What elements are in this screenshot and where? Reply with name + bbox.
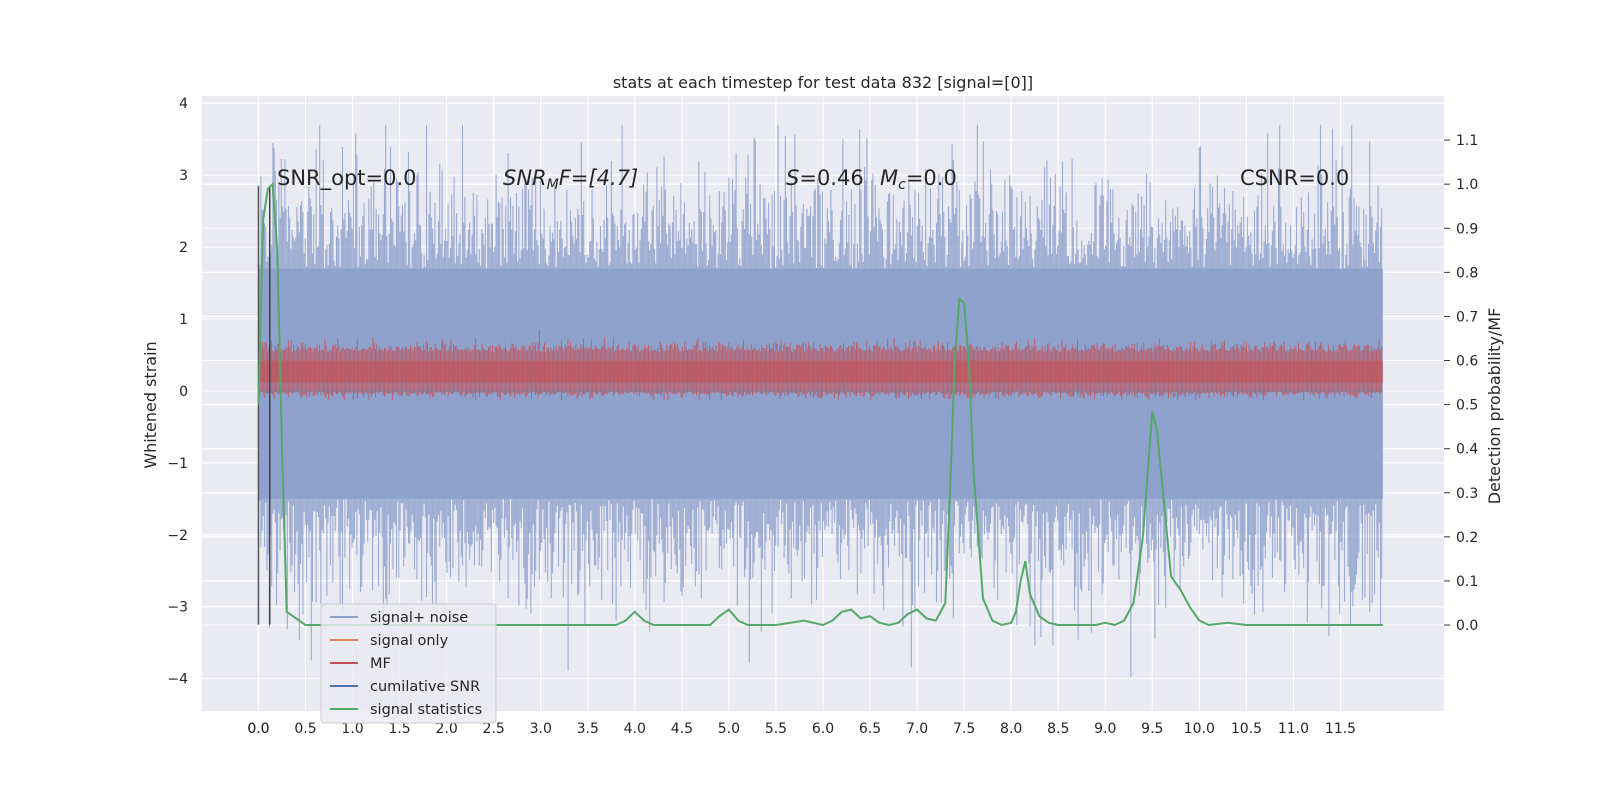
x-tick-label: 0.0 bbox=[247, 721, 269, 737]
chart-title: stats at each timestep for test data 832… bbox=[613, 73, 1033, 92]
annotation-snr-mf-sub: M bbox=[547, 177, 559, 193]
x-tick-label: 2.5 bbox=[483, 721, 505, 737]
legend-label: signal only bbox=[370, 633, 449, 649]
signal-statistics-series bbox=[257, 182, 1383, 627]
annotation-snr-opt: SNR_opt=0.0 bbox=[277, 166, 417, 191]
legend-label: signal statistics bbox=[370, 702, 482, 718]
annotation-snr-mf-var: SNR bbox=[503, 166, 547, 190]
x-tick-label: 1.5 bbox=[388, 721, 410, 737]
x-tick-label: 3.5 bbox=[577, 721, 599, 737]
x-tick-label: 8.5 bbox=[1047, 721, 1069, 737]
x-tick-label: 4.0 bbox=[624, 721, 646, 737]
annotation-s-value: =0.46 bbox=[799, 166, 863, 190]
vertical-lines-layer bbox=[257, 185, 271, 625]
y-axis-label: Whitened strain bbox=[141, 341, 160, 468]
x-tick-label: 5.0 bbox=[718, 721, 740, 737]
y2-tick-label: 1.0 bbox=[1456, 177, 1478, 193]
x-tick-label: 9.5 bbox=[1141, 721, 1163, 737]
legend-label: cumilative SNR bbox=[370, 679, 480, 695]
y2-tick-label: 0.7 bbox=[1456, 309, 1478, 325]
x-tick-label: 4.5 bbox=[671, 721, 693, 737]
x-tick-label: 5.5 bbox=[765, 721, 787, 737]
y2-tick-label: 0.6 bbox=[1456, 354, 1478, 370]
tick-labels-layer: 0.0 0.0 0.5 1.0 1.5 2.0 2.5 3.0 3.5 4.0 4.5 5.0 5.5 6… bbox=[167, 96, 1478, 737]
annotation-mc: Mc=0.0 bbox=[880, 166, 957, 193]
legend-label: signal+ noise bbox=[370, 610, 468, 626]
y-tick-label: −2 bbox=[167, 528, 188, 544]
y-tick-label: 2 bbox=[179, 240, 188, 256]
annotation-snr-mf: SNRMF=[4.7] bbox=[503, 166, 638, 193]
annotation-mc-value: =0.0 bbox=[906, 166, 957, 190]
legend-label: MF bbox=[370, 656, 391, 672]
legend: signal+ noise signal only MF cumilative SNR… bbox=[320, 603, 497, 724]
annotation-snr-mf-suffix: F=[4.7] bbox=[559, 166, 638, 190]
x-tick-label: 0.0 bbox=[247, 721, 269, 737]
y2-tick-label: 0.0 bbox=[1456, 618, 1478, 634]
y2-tick-label: 0.9 bbox=[1456, 221, 1478, 237]
y-tick-label: −4 bbox=[167, 672, 188, 688]
signal-statistics-layer bbox=[257, 182, 1383, 627]
y-tick-label: 0 bbox=[179, 384, 188, 400]
x-tick-label: 0.5 bbox=[294, 721, 316, 737]
x-tick-label: 10.5 bbox=[1231, 721, 1262, 737]
y2-tick-label: 1.1 bbox=[1456, 133, 1478, 149]
y-tick-label: 3 bbox=[179, 168, 188, 184]
x-tick-label: 7.5 bbox=[953, 721, 975, 737]
y2-tick-label: 0.5 bbox=[1456, 398, 1478, 414]
y-tick-label: −1 bbox=[167, 456, 188, 472]
x-tick-label: 8.0 bbox=[1000, 721, 1022, 737]
annotation-csnr: CSNR=0.0 bbox=[1240, 166, 1349, 190]
x-tick-label: 9.0 bbox=[1094, 721, 1116, 737]
x-tick-label: 2.0 bbox=[436, 721, 458, 737]
legend-box bbox=[320, 603, 497, 724]
y-tick-label: −3 bbox=[167, 600, 188, 616]
y2-tick-label: 0.4 bbox=[1456, 442, 1478, 458]
y2-axis-label: Detection probability/MF bbox=[1485, 308, 1504, 505]
y2-tick-label: 0.8 bbox=[1456, 265, 1478, 281]
annotation-mc-sub: c bbox=[898, 177, 906, 193]
x-tick-label: 11.5 bbox=[1325, 721, 1356, 737]
y-tick-label: 1 bbox=[179, 312, 188, 328]
annotations: SNR_opt=0.0 SNRMF=[4.7] S=0.46 Mc=0.0 CS… bbox=[277, 166, 1349, 193]
x-tick-label: 6.0 bbox=[812, 721, 834, 737]
y2-tick-label: 0.3 bbox=[1456, 486, 1478, 502]
x-tick-label: 11.0 bbox=[1278, 721, 1309, 737]
x-tick-label: 3.0 bbox=[530, 721, 552, 737]
x-tick-label: 7.0 bbox=[906, 721, 928, 737]
annotation-s: S=0.46 bbox=[786, 166, 864, 190]
annotation-s-var: S bbox=[786, 166, 799, 190]
x-tick-label: 10.0 bbox=[1184, 721, 1215, 737]
y-tick-label: 4 bbox=[179, 96, 188, 112]
y2-tick-label: 0.2 bbox=[1456, 530, 1478, 546]
y2-tick-label: 0.1 bbox=[1456, 574, 1478, 590]
annotation-mc-var: M bbox=[880, 166, 898, 190]
mf-layer bbox=[258, 329, 1383, 401]
x-tick-label: 1.0 bbox=[341, 721, 363, 737]
x-tick-label: 6.5 bbox=[859, 721, 881, 737]
